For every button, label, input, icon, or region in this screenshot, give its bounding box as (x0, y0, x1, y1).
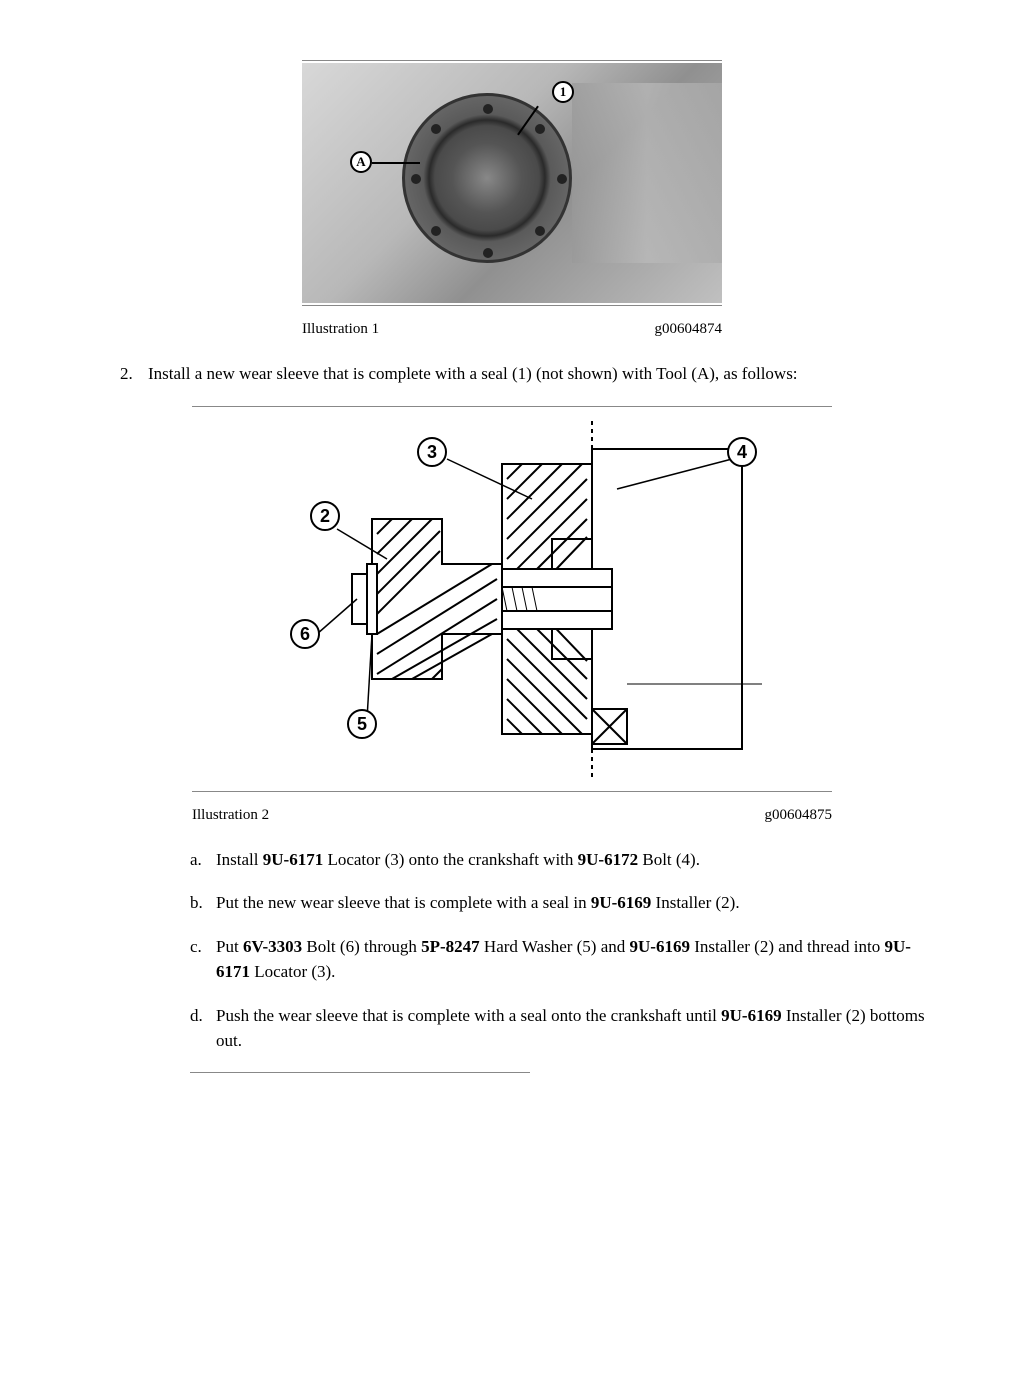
text-span: Put the new wear sleeve that is complete… (216, 893, 591, 912)
illustration-2-figure: 3 4 2 6 5 Illustration 2 g00604875 (192, 406, 832, 827)
substep-d-text: Push the wear sleeve that is complete wi… (216, 1003, 944, 1054)
part-number: 6V-3303 (243, 937, 302, 956)
photo-mock: A 1 (302, 63, 722, 303)
callout-1-label: 1 (560, 82, 567, 102)
substep-b-letter: b. (190, 890, 216, 916)
substeps-list: a. Install 9U-6171 Locator (3) onto the … (80, 847, 944, 1054)
bottom-rule (190, 1072, 530, 1073)
step-2-text: Install a new wear sleeve that is comple… (148, 361, 944, 387)
text-span: Put (216, 937, 243, 956)
callout-6-label: 6 (300, 621, 310, 648)
callout-5: 5 (347, 709, 377, 739)
part-number: 9U-6169 (630, 937, 690, 956)
callout-4: 4 (727, 437, 757, 467)
text-span: Install (216, 850, 263, 869)
inner-hub-shape (452, 143, 522, 213)
illustration-1-ref: g00604874 (655, 318, 723, 341)
callout-2-label: 2 (320, 503, 330, 530)
callout-4-label: 4 (737, 439, 747, 466)
substep-a: a. Install 9U-6171 Locator (3) onto the … (190, 847, 944, 873)
text-span: Installer (2) and thread into (690, 937, 885, 956)
part-number: 5P-8247 (421, 937, 480, 956)
bolt-shape (483, 248, 493, 258)
text-span: Hard Washer (5) and (480, 937, 630, 956)
substep-c-text: Put 6V-3303 Bolt (6) through 5P-8247 Har… (216, 934, 944, 985)
illustration-2-caption: Illustration 2 g00604875 (192, 792, 832, 827)
substep-c-letter: c. (190, 934, 216, 985)
callout-A-label: A (356, 152, 365, 172)
text-span: Bolt (4). (638, 850, 700, 869)
callout-3-label: 3 (427, 439, 437, 466)
callout-2: 2 (310, 501, 340, 531)
part-number: 9U-6169 (591, 893, 651, 912)
bolt-shape (411, 174, 421, 184)
text-span: Bolt (6) through (302, 937, 421, 956)
step-2-number: 2. (120, 361, 148, 387)
bolt-shape (535, 124, 545, 134)
illustration-1-figure: A 1 Illustration 1 g00604874 (302, 60, 722, 341)
step-2: 2. Install a new wear sleeve that is com… (80, 361, 944, 387)
housing-shape (402, 93, 572, 263)
illustration-2-ref: g00604875 (765, 804, 833, 827)
substep-b-text: Put the new wear sleeve that is complete… (216, 890, 944, 916)
bolt-shape (431, 124, 441, 134)
part-number: 9U-6171 (263, 850, 323, 869)
substep-d-letter: d. (190, 1003, 216, 1054)
substep-c: c. Put 6V-3303 Bolt (6) through 5P-8247 … (190, 934, 944, 985)
substep-a-text: Install 9U-6171 Locator (3) onto the cra… (216, 847, 944, 873)
illustration-2-label: Illustration 2 (192, 804, 269, 827)
text-span: Installer (2). (651, 893, 739, 912)
text-span: Locator (3) onto the crankshaft with (323, 850, 577, 869)
bolt-shape (557, 174, 567, 184)
substep-d: d. Push the wear sleeve that is complete… (190, 1003, 944, 1054)
part-number: 9U-6169 (721, 1006, 781, 1025)
callout-A: A (350, 151, 372, 173)
substep-a-letter: a. (190, 847, 216, 873)
callout-5-label: 5 (357, 711, 367, 738)
callout-A-line (372, 162, 420, 164)
illustration-2-image: 3 4 2 6 5 (192, 406, 832, 792)
tech-drawing: 3 4 2 6 5 (192, 409, 832, 789)
callout-1: 1 (552, 81, 574, 103)
bolt-shape (483, 104, 493, 114)
illustration-1-caption: Illustration 1 g00604874 (302, 306, 722, 341)
callout-6: 6 (290, 619, 320, 649)
text-span: Push the wear sleeve that is complete wi… (216, 1006, 721, 1025)
part-number: 9U-6172 (578, 850, 638, 869)
illustration-1-image: A 1 (302, 60, 722, 306)
callout-3: 3 (417, 437, 447, 467)
bolt-shape (535, 226, 545, 236)
bolt-shape (431, 226, 441, 236)
substep-b: b. Put the new wear sleeve that is compl… (190, 890, 944, 916)
text-span: Locator (3). (250, 962, 335, 981)
engine-block-shape (572, 83, 722, 263)
illustration-1-label: Illustration 1 (302, 318, 379, 341)
